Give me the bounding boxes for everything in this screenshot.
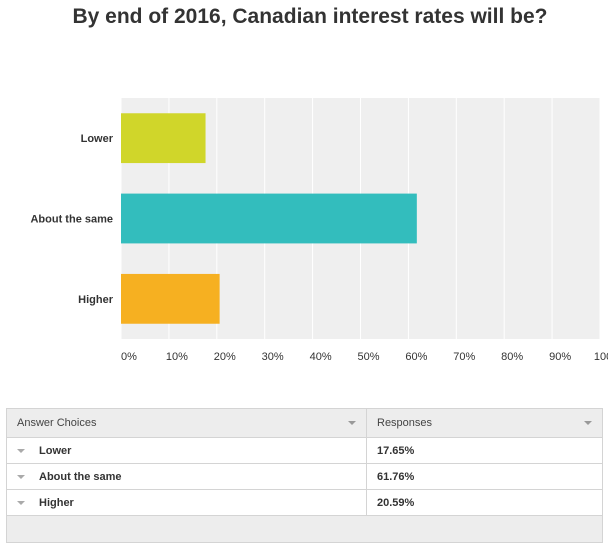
chart-title: By end of 2016, Canadian interest rates …: [72, 5, 548, 28]
responses-table: Answer Choices Responses Lower 17.65% Ab…: [6, 408, 603, 543]
bar: [121, 193, 417, 244]
expand-icon[interactable]: [17, 474, 25, 479]
responses-header[interactable]: Responses: [367, 409, 602, 437]
bar-chart: Lower About the same Higher 0% 10% 20% 30% 40%…: [30, 98, 608, 363]
response-cell: 61.76%: [377, 470, 415, 483]
answer-choice-label: Lower: [39, 444, 72, 457]
x-tick-label: 30%: [262, 351, 284, 363]
response-cell: 17.65%: [377, 444, 415, 457]
answer-choice-cell: About the same: [7, 464, 367, 489]
tick-labels: 0% 10% 20% 30% 40% 50% 60% 70% 80% 90% 100%: [121, 351, 608, 363]
x-tick-label: 60%: [405, 351, 427, 363]
answer-choice-label: About the same: [39, 470, 122, 483]
x-tick-label: 70%: [453, 351, 475, 363]
table-row: Lower 17.65%: [7, 438, 602, 464]
table-header: Answer Choices Responses: [7, 409, 602, 438]
table-row: About the same 61.76%: [7, 464, 602, 490]
answer-choices-header[interactable]: Answer Choices: [7, 409, 367, 437]
category-label: Higher: [78, 294, 114, 306]
answer-choice-label: Higher: [39, 496, 74, 509]
category-label: Lower: [81, 133, 114, 145]
x-tick-label: 100%: [594, 351, 608, 363]
responses-header-label: Responses: [377, 417, 433, 429]
x-tick-label: 20%: [214, 351, 236, 363]
x-tick-label: 10%: [166, 351, 188, 363]
x-tick-label: 50%: [357, 351, 379, 363]
bar: [121, 273, 220, 324]
sort-dropdown-icon[interactable]: [348, 421, 356, 425]
expand-icon[interactable]: [17, 500, 25, 505]
category-labels: Lower About the same Higher: [30, 133, 113, 306]
answer-choice-cell: Higher: [7, 490, 367, 515]
x-tick-label: 80%: [501, 351, 523, 363]
answer-choices-header-label: Answer Choices: [17, 417, 97, 429]
expand-icon[interactable]: [17, 448, 25, 453]
bar: [121, 113, 206, 164]
x-tick-label: 90%: [549, 351, 571, 363]
sort-dropdown-icon[interactable]: [584, 421, 592, 425]
category-label: About the same: [30, 214, 113, 226]
table-footer: [7, 516, 602, 542]
response-cell: 20.59%: [377, 496, 415, 509]
table-row: Higher 20.59%: [7, 490, 602, 516]
bars: [121, 113, 417, 324]
x-tick-label: 0%: [121, 351, 137, 363]
answer-choice-cell: Lower: [7, 438, 367, 463]
x-tick-label: 40%: [310, 351, 332, 363]
